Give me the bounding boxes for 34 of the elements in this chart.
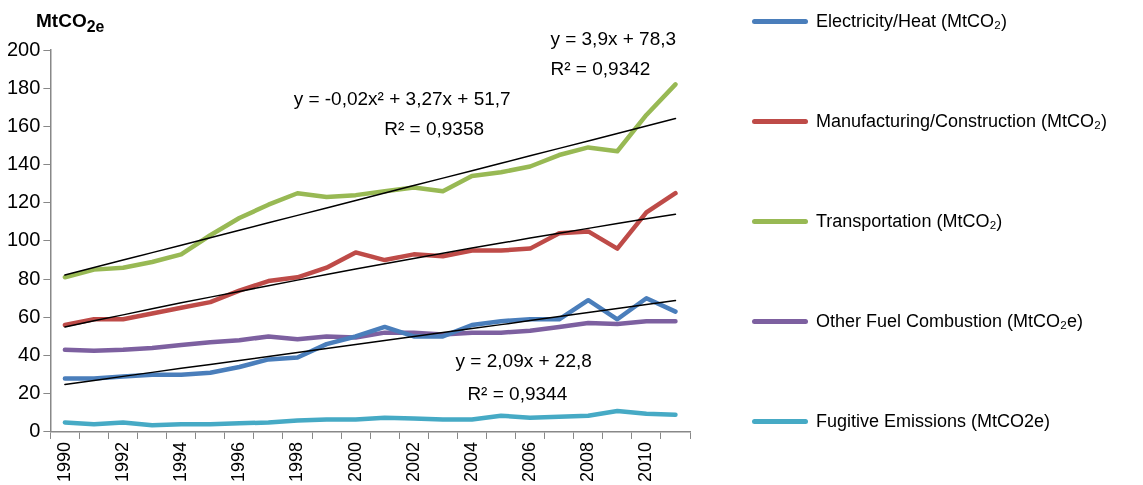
- y-tick-label: 20: [18, 381, 41, 404]
- y-tick-label: 40: [18, 343, 41, 366]
- legend-label: Other Fuel Combustion (MtCO₂e): [816, 310, 1084, 333]
- legend-label: Electricity/Heat (MtCO₂): [816, 10, 1008, 33]
- legend-label: Fugitive Emissions (MtCO2e): [816, 410, 1051, 433]
- y-tick-label: 0: [29, 419, 41, 442]
- annotation: y = 2,09x + 22,8: [455, 350, 592, 372]
- x-tick-label: 1994: [170, 441, 191, 482]
- text: y = 3,9x + 78,3: [550, 28, 677, 50]
- y-tick-label: 120: [6, 190, 41, 213]
- y-axis-title: MtCO$_{2e}$: [36, 10, 105, 36]
- x-tick-label: 1996: [228, 441, 249, 482]
- legend-label: Manufacturing/Construction (MtCO₂): [816, 110, 1108, 133]
- legend-label: Transportation (MtCO₂): [816, 210, 1003, 233]
- x-tick-label: 1990: [53, 441, 74, 482]
- x-tick-label: 2010: [635, 441, 656, 482]
- x-tick-label: 2002: [402, 441, 423, 482]
- y-tick-label: 140: [6, 152, 41, 175]
- x-tick-label: 1998: [286, 441, 307, 482]
- y-tick-label: 180: [6, 75, 41, 98]
- annotation: y = -0,02x² + 3,27x + 51,7: [293, 88, 511, 110]
- y-tick-label: 60: [18, 304, 41, 327]
- x-tick-label: 2000: [344, 441, 365, 482]
- y-tick-label: 80: [18, 266, 41, 289]
- y-tick-label: 100: [6, 228, 41, 251]
- x-tick-label: 2004: [460, 441, 481, 482]
- x-tick-label: 1992: [112, 441, 133, 482]
- x-tick-label: 2006: [519, 441, 540, 482]
- y-tick-label: 200: [6, 37, 41, 60]
- annotation: R² = 0,9358: [384, 118, 485, 140]
- y-tick-label: 160: [6, 113, 41, 136]
- x-tick-label: 2008: [577, 441, 598, 482]
- annotation: R² = 0,9342: [550, 58, 651, 80]
- annotation: R² = 0,9344: [467, 383, 568, 405]
